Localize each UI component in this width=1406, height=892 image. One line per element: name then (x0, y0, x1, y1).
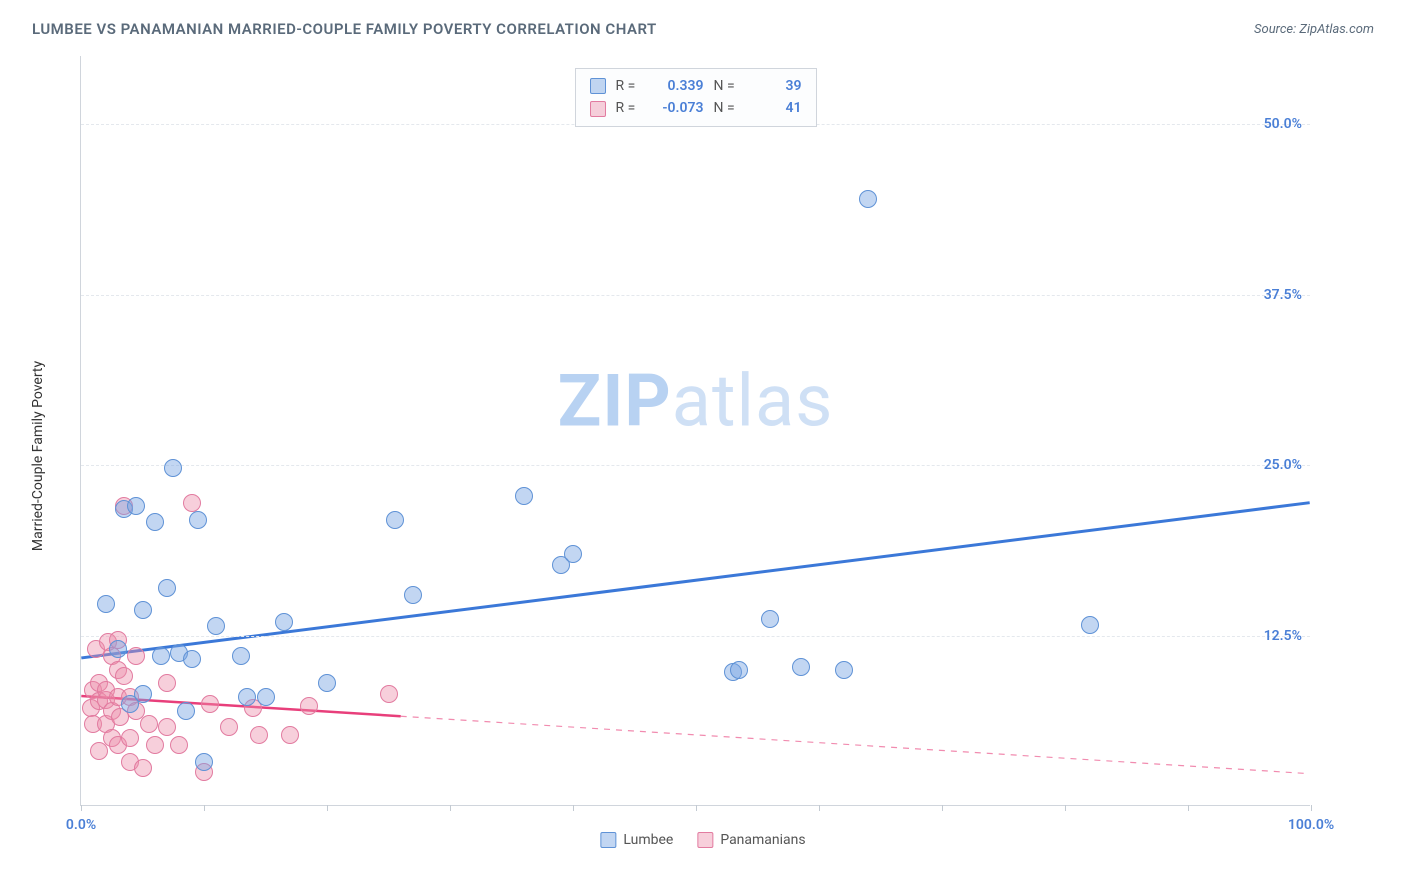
lumbee-point (386, 511, 404, 529)
x-tick (573, 805, 574, 811)
correlation-chart: Married-Couple Family Poverty ZIPatlas R… (20, 46, 1386, 866)
lumbee-n-value: 39 (748, 75, 802, 97)
lumbee-point (195, 753, 213, 771)
y-tick-label: 50.0% (1264, 116, 1302, 132)
lumbee-point (183, 650, 201, 668)
legend-item-panamanians: Panamanians (697, 832, 805, 848)
lumbee-point (859, 190, 877, 208)
lumbee-point (730, 661, 748, 679)
r-label: R = (616, 75, 640, 97)
lumbee-point (792, 658, 810, 676)
legend-item-lumbee: Lumbee (600, 832, 673, 848)
panamanians-point (250, 726, 268, 744)
lumbee-point (146, 513, 164, 531)
panamanians-point (146, 736, 164, 754)
x-tick (450, 805, 451, 811)
lumbee-point (275, 613, 293, 631)
r-label: R = (616, 97, 640, 119)
lumbee-point (515, 487, 533, 505)
lumbee-point (232, 647, 250, 665)
lumbee-point (97, 595, 115, 613)
panamanians-swatch-icon (697, 832, 713, 848)
lumbee-point (207, 617, 225, 635)
lumbee-point (164, 459, 182, 477)
x-tick (942, 805, 943, 811)
lumbee-point (127, 497, 145, 515)
y-tick-label: 37.5% (1264, 287, 1302, 303)
lumbee-point (109, 640, 127, 658)
gridline (81, 636, 1310, 637)
legend-stats-row-lumbee: R = 0.339 N = 39 (590, 75, 802, 97)
panamanians-point (115, 667, 133, 685)
lumbee-point (257, 688, 275, 706)
lumbee-r-value: 0.339 (650, 75, 704, 97)
y-tick-label: 12.5% (1264, 628, 1302, 644)
panamanians-point (127, 647, 145, 665)
lumbee-point (134, 685, 152, 703)
lumbee-point (189, 511, 207, 529)
legend-stats-row-panamanians: R = -0.073 N = 41 (590, 97, 802, 119)
x-tick (1065, 805, 1066, 811)
panamanians-swatch-icon (590, 101, 606, 117)
x-tick-label: 100.0% (1288, 817, 1334, 833)
panamanians-point (140, 715, 158, 733)
x-tick (327, 805, 328, 811)
panamanians-point (170, 736, 188, 754)
legend-stats: R = 0.339 N = 39 R = -0.073 N = 41 (575, 68, 817, 127)
lumbee-swatch-icon (590, 78, 606, 94)
trend-line-dashed (401, 716, 1310, 773)
panamanians-label: Panamanians (720, 832, 805, 848)
n-label: N = (714, 75, 738, 97)
watermark-light: atlas (672, 358, 834, 443)
panamanians-point (134, 759, 152, 777)
panamanians-point (158, 718, 176, 736)
legend-series: Lumbee Panamanians (600, 832, 805, 848)
x-tick (819, 805, 820, 811)
x-tick (1188, 805, 1189, 811)
source-label: Source: ZipAtlas.com (1254, 22, 1374, 37)
watermark: ZIPatlas (558, 358, 834, 443)
x-tick (696, 805, 697, 811)
panamanians-point (183, 494, 201, 512)
lumbee-swatch-icon (600, 832, 616, 848)
lumbee-point (761, 610, 779, 628)
lumbee-point (835, 661, 853, 679)
panamanians-n-value: 41 (748, 97, 802, 119)
panamanians-point (220, 718, 238, 736)
panamanians-point (380, 685, 398, 703)
lumbee-point (238, 688, 256, 706)
y-tick-label: 25.0% (1264, 457, 1302, 473)
lumbee-point (404, 586, 422, 604)
lumbee-point (134, 601, 152, 619)
y-axis-title: Married-Couple Family Poverty (30, 361, 46, 551)
gridline (81, 465, 1310, 466)
lumbee-label: Lumbee (623, 832, 673, 848)
chart-title: LUMBEE VS PANAMANIAN MARRIED-COUPLE FAMI… (32, 20, 657, 38)
panamanians-point (201, 695, 219, 713)
lumbee-point (152, 647, 170, 665)
lumbee-point (158, 579, 176, 597)
panamanians-point (300, 697, 318, 715)
panamanians-r-value: -0.073 (650, 97, 704, 119)
chart-header: LUMBEE VS PANAMANIAN MARRIED-COUPLE FAMI… (20, 20, 1386, 38)
x-tick-label: 0.0% (66, 817, 96, 833)
x-tick (1311, 805, 1312, 811)
watermark-bold: ZIP (558, 358, 672, 443)
x-tick (204, 805, 205, 811)
panamanians-point (158, 674, 176, 692)
gridline (81, 295, 1310, 296)
lumbee-point (1081, 616, 1099, 634)
panamanians-point (121, 729, 139, 747)
plot-area: ZIPatlas R = 0.339 N = 39 R = -0.073 N =… (80, 56, 1310, 806)
panamanians-point (281, 726, 299, 744)
lumbee-point (318, 674, 336, 692)
n-label: N = (714, 97, 738, 119)
x-tick (81, 805, 82, 811)
lumbee-point (177, 702, 195, 720)
lumbee-point (564, 545, 582, 563)
